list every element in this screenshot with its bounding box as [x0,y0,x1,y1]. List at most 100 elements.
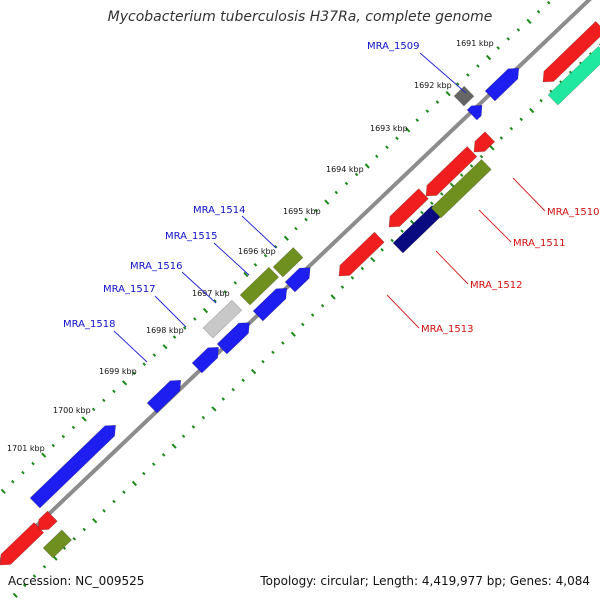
outer-tick [364,163,370,169]
inner-tick [102,509,106,513]
outer-tick [466,73,470,77]
kbp-tick-label: 1700 kbp [53,406,91,415]
outer-tick [193,317,197,321]
gene-arrow-blue[interactable] [284,267,311,293]
kbp-tick-label: 1695 kbp [283,207,321,216]
outer-tick [11,479,15,484]
inner-tick [340,285,345,289]
label-leader-line [241,215,277,249]
gene-arrow-red[interactable] [37,510,58,531]
inner-tick [281,341,285,345]
label-leader-line [113,330,148,363]
outer-tick [455,82,460,86]
outer-tick [405,127,411,133]
outer-tick [334,190,339,195]
gene-arrow-red[interactable] [338,231,385,277]
gene-label[interactable]: MRA_1512 [470,280,522,291]
inner-tick [201,415,206,420]
outer-tick [496,46,500,50]
outer-tick [506,37,511,41]
inner-tick [529,107,535,114]
inner-tick [271,350,275,355]
inner-tick [42,564,47,569]
label-leader-line [213,242,250,276]
gene-block-green[interactable] [239,266,280,306]
gene-arrow-blue[interactable] [191,346,219,374]
gene-block-gray[interactable] [202,299,243,339]
gene-arrow-blue[interactable] [484,67,520,102]
inner-tick [479,154,484,159]
outer-tick [142,362,147,366]
outer-tick [132,371,136,376]
inner-tick [161,453,166,457]
inner-tick [400,229,404,233]
outer-tick [152,353,157,357]
label-leader-line [478,209,512,243]
gene-label[interactable]: MRA_1510 [547,207,599,218]
gene-arrow-blue[interactable] [252,287,288,322]
inner-tick [142,471,146,476]
outer-tick [61,434,66,439]
inner-tick [360,266,365,271]
gene-block-green[interactable] [430,158,492,219]
gene-arrow-blue[interactable] [216,322,250,355]
gene-labels: MRA_1509 MRA_1514 MRA_1515 MRA_1516 MRA_1517… [63,41,599,363]
gene-label[interactable]: MRA_1511 [513,238,565,249]
inner-tick [390,238,394,243]
gene-label[interactable]: MRA_1517 [103,284,155,295]
gene-arrow-blue[interactable] [146,379,182,414]
inner-tick [211,406,217,412]
outer-tick [102,398,106,403]
gene-label[interactable]: MRA_1509 [367,41,419,52]
outer-tick [304,217,308,222]
kbp-tick-label: 1699 kbp [99,367,137,376]
outer-tick [435,100,440,104]
outer-tick [112,389,116,394]
outer-tick [445,91,451,97]
outer-tick [536,9,541,14]
outer-tick [516,28,521,32]
gene-label[interactable]: MRA_1515 [165,231,217,242]
outer-tick [546,0,551,5]
outer-tick [485,54,492,61]
gene-label[interactable]: MRA_1516 [130,261,182,272]
gene-label[interactable]: MRA_1513 [421,324,473,335]
outer-tick [233,281,238,285]
gene-arrow-red[interactable] [542,20,600,83]
outer-tick [0,488,6,494]
gene-arrow-red[interactable] [0,522,45,566]
gene-arrow-blue[interactable] [466,104,483,121]
outer-tick [81,416,87,422]
gene-arrow-blue[interactable] [29,424,116,509]
outer-tick [51,443,56,448]
label-leader-line [154,295,187,328]
inner-tick [459,173,464,177]
outer-tick [425,109,430,113]
inner-tick [469,164,474,168]
label-leader-line [419,52,467,94]
inner-tick [370,257,376,263]
gene-block-green[interactable] [42,529,73,559]
inner-tick [250,368,257,375]
inner-tick [221,397,226,401]
outer-tick [202,307,209,314]
gene-arrow-red[interactable] [388,188,429,228]
inner-tick [439,192,444,196]
gene-label[interactable]: MRA_1514 [193,205,245,216]
inner-tick [509,126,514,131]
inner-tick [420,210,424,215]
gene-label[interactable]: MRA_1518 [63,319,115,330]
inner-tick [122,490,126,494]
inner-tick [151,462,156,466]
inner-tick-track [12,43,600,598]
gene-arrow-red[interactable] [473,131,496,153]
gene-arrow-red[interactable] [425,146,478,197]
inner-tick [350,276,355,280]
gene-block-gray[interactable] [453,85,475,107]
inner-tick [231,387,235,392]
kbp-labels: 1691 kbp 1692 kbp 1693 kbp 1694 kbp 1695 kbp… [7,39,494,453]
gene-block-green[interactable] [272,247,304,278]
gene-block-teal[interactable] [547,45,600,106]
inner-tick [92,518,98,524]
inner-tick [519,117,524,122]
